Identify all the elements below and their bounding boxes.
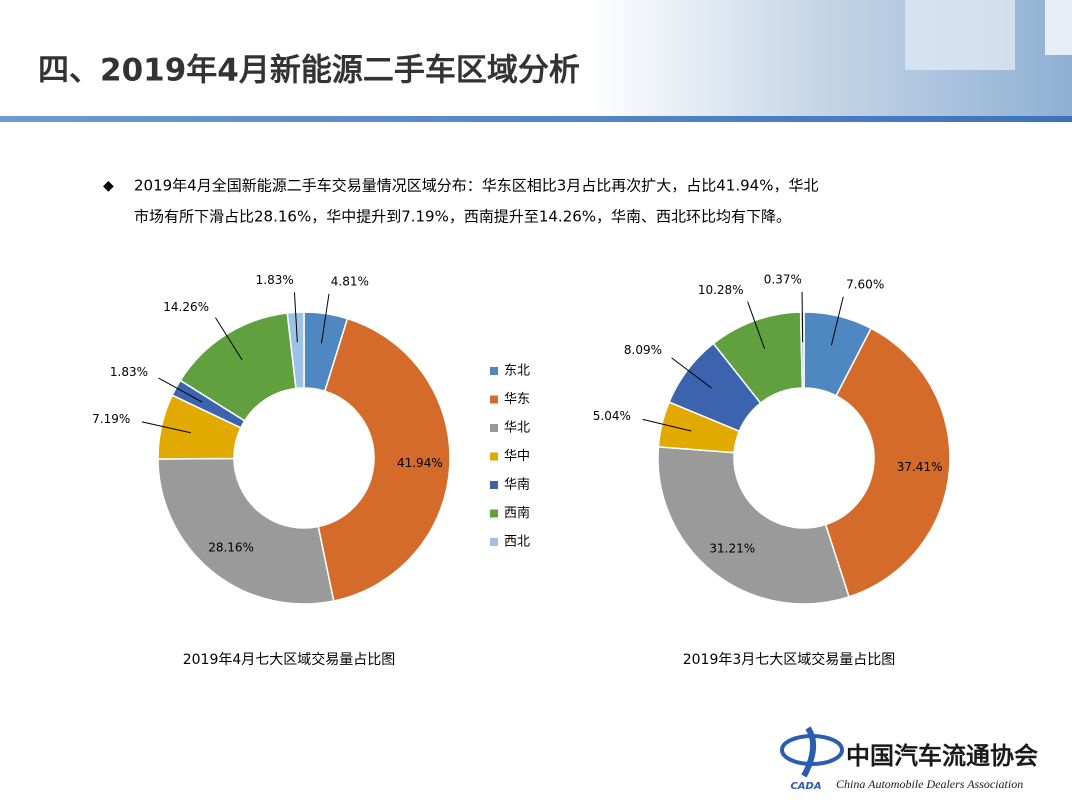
leader-line	[293, 292, 298, 343]
leader-line	[320, 293, 330, 344]
logo: CADA 中国汽车流通协会 China Automobile Dealers A…	[780, 726, 1038, 792]
leader-line	[214, 317, 243, 361]
value-label: 10.28%	[698, 283, 744, 297]
legend-label: 华南	[504, 477, 530, 493]
chart-title: 2019年4月七大区域交易量占比图	[183, 651, 396, 668]
bullet-line: 市场有所下滑占比28.16%，华中提升到7.19%，西南提升至14.26%，华南…	[134, 208, 791, 226]
value-label: 41.94%	[397, 456, 443, 470]
value-label: 8.09%	[624, 343, 662, 357]
leader-line	[158, 377, 203, 403]
value-label: 0.37%	[764, 273, 802, 287]
logo-english: China Automobile Dealers Association	[836, 777, 1023, 791]
legend-swatch	[490, 367, 498, 375]
legend-swatch	[490, 481, 498, 489]
value-label: 31.21%	[709, 542, 755, 556]
value-label: 37.41%	[897, 460, 943, 474]
legend-label: 华东	[504, 392, 530, 407]
donut-slice	[799, 311, 805, 389]
value-label: 7.60%	[846, 278, 884, 292]
header-cube	[905, 0, 1015, 70]
legend-label: 华中	[504, 449, 530, 464]
header-rule	[0, 116, 1072, 122]
legend-label: 华北	[504, 421, 530, 436]
legend-label: 西南	[504, 505, 530, 521]
legend-swatch	[490, 395, 498, 404]
leader-line	[747, 301, 766, 350]
legend-swatch	[490, 452, 498, 461]
leader-line	[671, 357, 712, 389]
header-cube	[1045, 0, 1072, 55]
header-band	[0, 0, 1072, 116]
value-label: 28.16%	[208, 541, 254, 555]
legend-swatch	[490, 424, 498, 432]
donut-slice	[657, 446, 850, 605]
leader-line	[642, 418, 692, 432]
legend-swatch	[490, 538, 498, 546]
bullet-marker: ◆	[103, 178, 114, 194]
donut-slice	[286, 311, 305, 390]
leader-line	[141, 421, 191, 434]
leader-line	[801, 292, 804, 343]
legend-label: 东北	[504, 364, 530, 379]
donut-slice	[157, 457, 335, 605]
leader-line	[830, 296, 844, 346]
donut-slice	[317, 317, 451, 602]
value-label: 5.04%	[593, 409, 631, 423]
chart-title: 2019年3月七大区域交易量占比图	[683, 651, 896, 668]
legend-swatch	[490, 509, 498, 518]
value-label: 1.83%	[256, 273, 294, 287]
donut-slice	[824, 327, 951, 598]
value-label: 1.83%	[110, 365, 148, 379]
logo-name: 中国汽车流通协会	[846, 742, 1038, 770]
bullet-line: 2019年4月全国新能源二手车交易量情况区域分布：华东区相比3月占比再次扩大，占…	[134, 177, 818, 195]
value-label: 7.19%	[92, 412, 130, 426]
logo-swoosh	[801, 726, 817, 778]
logo-abbr: CADA	[790, 781, 821, 792]
legend-label: 西北	[504, 535, 530, 550]
slide-title: 四、2019年4月新能源二手车区域分析	[38, 53, 580, 89]
value-label: 4.81%	[331, 275, 369, 289]
value-label: 14.26%	[163, 300, 209, 314]
